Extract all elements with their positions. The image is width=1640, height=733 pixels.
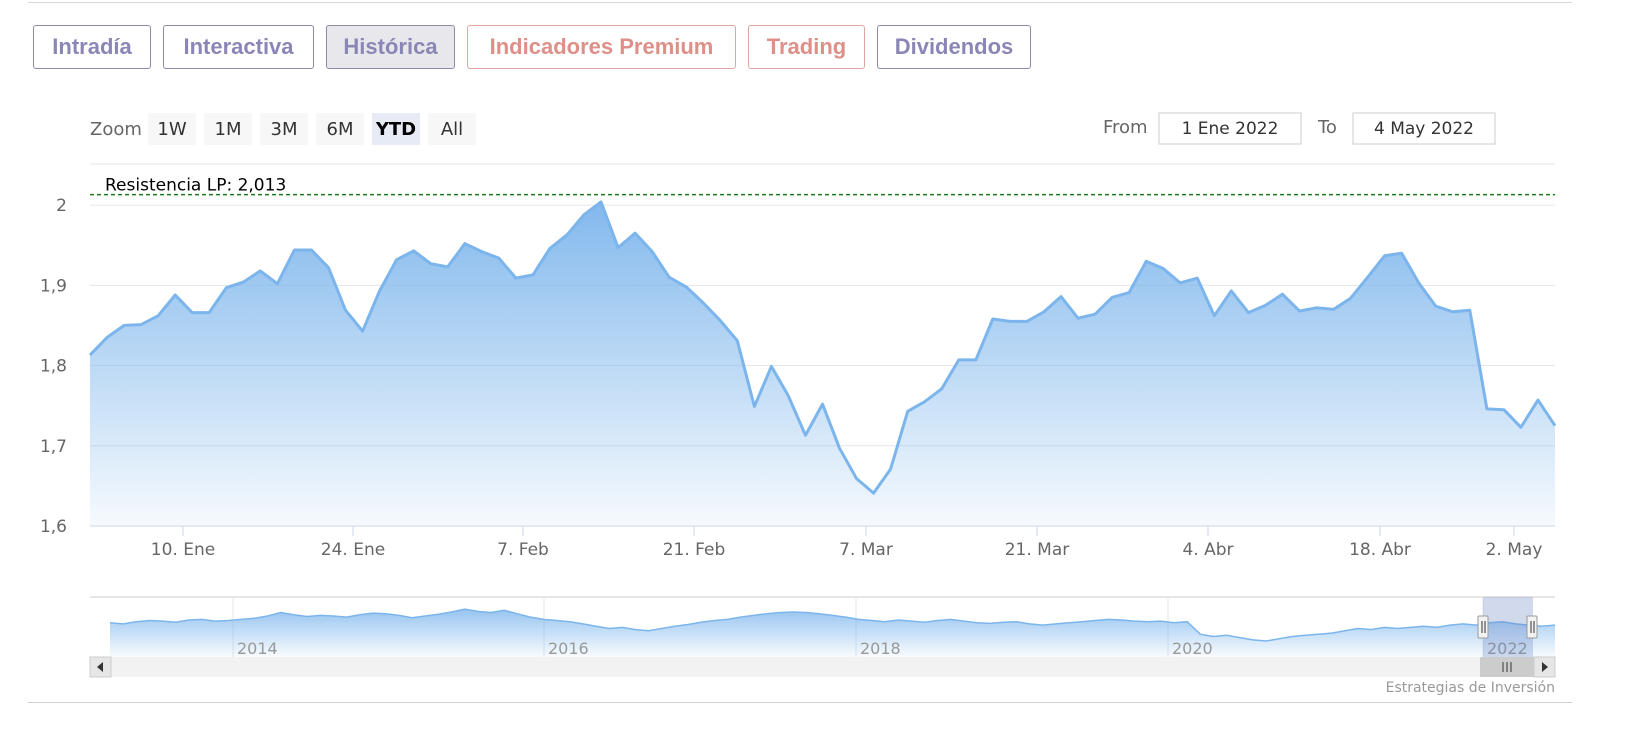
grip-icon xyxy=(1502,662,1512,672)
zoom-button-label: 6M xyxy=(327,119,354,140)
x-axis: 10. Ene 24. Ene 7. Feb 21. Feb 7. Mar 21. Mar… xyxy=(151,526,1543,560)
zoom-button-bg[interactable] xyxy=(260,113,308,145)
zoom-button-label: All xyxy=(441,119,463,140)
zoom-button-label: 1W xyxy=(157,119,186,140)
to-value: 4 May 2022 xyxy=(1374,119,1474,139)
zoom-button-3m[interactable]: 3M xyxy=(260,113,308,145)
y-tick-label: 1,7 xyxy=(40,437,67,457)
zoom-button-ytd[interactable]: YTD xyxy=(372,113,420,145)
navigator-year-label: 2016 xyxy=(548,639,589,658)
x-tick-label: 4. Abr xyxy=(1182,540,1233,560)
zoom-label: Zoom xyxy=(90,119,142,140)
x-tick-label: 21. Feb xyxy=(663,540,726,560)
chart-credits[interactable]: Estrategias de Inversión xyxy=(1386,680,1555,696)
to-label: To xyxy=(1317,117,1337,138)
tab-interactiva[interactable]: Interactiva xyxy=(163,25,314,69)
from-label: From xyxy=(1103,117,1148,138)
to-input[interactable] xyxy=(1352,112,1496,145)
price-area-fill xyxy=(90,201,1555,526)
navigator-handle-left[interactable] xyxy=(1477,615,1489,639)
y-tick-label: 1,8 xyxy=(40,357,67,377)
zoom-button-all[interactable]: All xyxy=(428,113,476,145)
arrow-right-icon xyxy=(1542,662,1548,672)
resistance-label: Resistencia LP: 2,013 xyxy=(105,176,286,196)
scrollbar-track[interactable] xyxy=(90,657,1555,677)
tab-dividendos[interactable]: Dividendos xyxy=(877,25,1031,69)
top-divider xyxy=(28,2,1572,3)
x-tick-label: 7. Feb xyxy=(497,540,549,560)
bottom-divider xyxy=(28,702,1572,703)
navigator-handle-right[interactable] xyxy=(1526,615,1538,639)
y-axis: 2 1,9 1,8 1,7 1,6 xyxy=(40,196,67,537)
x-tick-label: 2. May xyxy=(1486,540,1543,560)
tab-indicadores-premium[interactable]: Indicadores Premium xyxy=(467,25,736,69)
navigator-year-labels: 2014 2016 2018 2020 2022 xyxy=(237,639,1528,658)
navigator-year-label: 2022 xyxy=(1487,639,1528,658)
zoom-button-label: YTD xyxy=(375,119,416,140)
navigator-area xyxy=(110,609,1555,657)
from-input[interactable] xyxy=(1158,112,1302,145)
price-line[interactable] xyxy=(88,200,1557,495)
navigator-year-label: 2014 xyxy=(237,639,278,658)
navigator-year-label: 2018 xyxy=(860,639,901,658)
y-tick-label: 2 xyxy=(56,196,67,216)
zoom-button-label: 1M xyxy=(215,119,242,140)
x-tick-label: 10. Ene xyxy=(151,540,215,560)
scrollbar[interactable] xyxy=(89,656,1556,678)
x-tick-label: 7. Mar xyxy=(839,540,893,560)
zoom-button-bg[interactable] xyxy=(204,113,252,145)
tab-trading[interactable]: Trading xyxy=(748,25,865,69)
navigator-year-label: 2020 xyxy=(1172,639,1213,658)
x-tick-label: 24. Ene xyxy=(321,540,385,560)
zoom-button-1w[interactable]: 1W xyxy=(148,113,196,145)
y-tick-label: 1,6 xyxy=(40,517,67,537)
zoom-button-label: 3M xyxy=(271,119,298,140)
zoom-buttons: 1W 1M 3M 6M YTD All xyxy=(148,113,476,145)
zoom-button-6m[interactable]: 6M xyxy=(316,113,364,145)
arrow-left-icon xyxy=(97,662,103,672)
from-value: 1 Ene 2022 xyxy=(1182,119,1279,139)
x-tick-label: 18. Abr xyxy=(1349,540,1411,560)
x-tick-label: 21. Mar xyxy=(1005,540,1070,560)
navigator-selected-range[interactable] xyxy=(1483,597,1533,657)
zoom-button-bg[interactable] xyxy=(148,113,196,145)
chart-tabs: Intradía Interactiva Histórica Indicadores … xyxy=(33,25,1043,69)
navigator-line xyxy=(109,608,1556,642)
zoom-button-bg[interactable] xyxy=(316,113,364,145)
navigator[interactable]: 2014 2016 2018 2020 2022 xyxy=(90,596,1556,658)
zoom-button-bg[interactable] xyxy=(428,113,476,145)
y-tick-label: 1,9 xyxy=(40,276,67,296)
zoom-button-1m[interactable]: 1M xyxy=(204,113,252,145)
tab-historica[interactable]: Histórica xyxy=(326,25,455,69)
tab-intradia[interactable]: Intradía xyxy=(33,25,151,69)
zoom-button-bg[interactable] xyxy=(372,113,420,145)
